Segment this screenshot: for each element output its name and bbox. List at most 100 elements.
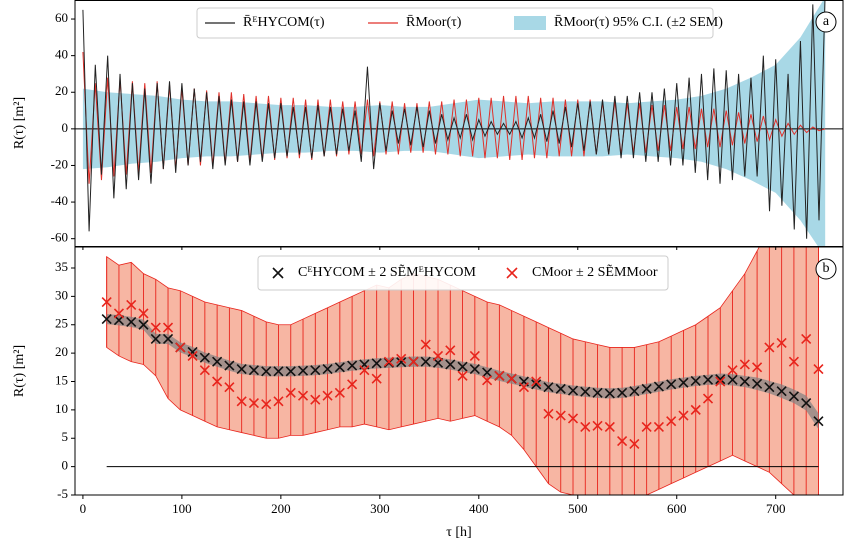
legend-swatch bbox=[514, 16, 546, 30]
y-axis-label: R(τ) [m²] bbox=[12, 97, 27, 149]
marker bbox=[617, 387, 628, 398]
axes-frame bbox=[74, 246, 844, 496]
marker bbox=[702, 393, 714, 404]
marker bbox=[310, 365, 321, 376]
marker bbox=[199, 352, 210, 363]
marker bbox=[494, 370, 505, 381]
x-axis-label: τ [h] bbox=[446, 525, 471, 540]
marker bbox=[801, 333, 812, 345]
marker bbox=[261, 399, 272, 410]
marker bbox=[518, 382, 529, 393]
y-tick-label: -60 bbox=[51, 230, 68, 245]
y-tick-label: 0 bbox=[62, 458, 69, 473]
marker bbox=[801, 397, 812, 409]
marker bbox=[273, 366, 284, 377]
y-axis-label: R(τ) [m²] bbox=[12, 345, 27, 397]
marker bbox=[555, 383, 566, 394]
x-tick-label: 600 bbox=[667, 501, 687, 516]
marker bbox=[543, 408, 554, 419]
marker bbox=[641, 421, 652, 432]
axes-overlay: -60 -40 -20 0 20 40 60 R(τ) [m²] a R̄ᴱHYCOM(τ) R̄M… bbox=[12, 0, 844, 540]
marker bbox=[629, 438, 640, 449]
marker bbox=[727, 374, 738, 385]
marker bbox=[653, 381, 664, 392]
marker bbox=[531, 379, 542, 390]
marker bbox=[285, 387, 296, 398]
marker bbox=[371, 373, 382, 384]
marker bbox=[347, 360, 358, 371]
legend-label: CMoor ± 2 SẼMMoor bbox=[532, 264, 658, 280]
marker bbox=[420, 339, 431, 350]
x-tick-label: 300 bbox=[370, 501, 390, 516]
marker bbox=[224, 360, 235, 371]
error-band bbox=[106, 313, 819, 430]
marker bbox=[126, 299, 137, 310]
marker bbox=[212, 376, 223, 387]
y-tick-label: 30 bbox=[55, 287, 68, 302]
y-tick-label: 60 bbox=[55, 10, 68, 25]
panel-label-circle bbox=[815, 258, 837, 280]
marker bbox=[126, 316, 137, 327]
y-tick-label: 25 bbox=[55, 316, 68, 331]
marker bbox=[273, 396, 284, 407]
marker bbox=[101, 296, 112, 308]
marker bbox=[592, 387, 603, 398]
marker bbox=[776, 337, 787, 348]
marker bbox=[764, 342, 775, 353]
marker bbox=[617, 436, 628, 447]
marker bbox=[482, 367, 493, 378]
marker bbox=[506, 373, 517, 384]
marker bbox=[690, 404, 701, 415]
marker bbox=[543, 382, 554, 393]
plot-area-a bbox=[75, 0, 843, 246]
y-tick-label: -20 bbox=[51, 156, 68, 171]
y-tick-label: 10 bbox=[55, 401, 68, 416]
x-tick-label: 0 bbox=[80, 501, 87, 516]
marker bbox=[113, 308, 125, 319]
panel-label: a bbox=[823, 14, 830, 29]
marker bbox=[150, 333, 161, 345]
marker bbox=[175, 342, 186, 353]
marker bbox=[629, 386, 640, 397]
marker bbox=[445, 345, 456, 356]
marker bbox=[653, 421, 664, 432]
marker bbox=[604, 388, 615, 399]
marker bbox=[199, 365, 210, 376]
marker bbox=[347, 379, 358, 390]
ci-band bbox=[82, 0, 826, 246]
x-tick-label: 400 bbox=[469, 501, 489, 516]
marker bbox=[715, 374, 726, 385]
y-tick-label: 0 bbox=[62, 120, 69, 135]
marker bbox=[187, 350, 198, 362]
marker bbox=[764, 382, 775, 393]
marker bbox=[285, 366, 296, 377]
marker bbox=[592, 420, 603, 431]
marker bbox=[162, 333, 174, 345]
panel-label-circle bbox=[815, 11, 837, 33]
y-tick-label: 15 bbox=[55, 372, 68, 387]
marker bbox=[322, 390, 333, 401]
marker bbox=[297, 365, 309, 376]
marker bbox=[702, 374, 714, 385]
x-tick-label: 500 bbox=[568, 501, 588, 516]
marker bbox=[408, 356, 419, 367]
marker bbox=[567, 385, 579, 396]
marker bbox=[678, 377, 689, 388]
marker bbox=[776, 386, 787, 397]
legend-swatch bbox=[272, 267, 284, 279]
marker bbox=[310, 394, 321, 405]
marker bbox=[604, 421, 615, 432]
y-tick-label: 5 bbox=[62, 429, 69, 444]
marker bbox=[162, 322, 174, 333]
series-line bbox=[82, 51, 826, 184]
marker bbox=[482, 375, 493, 386]
legend-box bbox=[196, 7, 714, 39]
marker bbox=[739, 376, 750, 387]
marker bbox=[187, 346, 198, 358]
marker bbox=[322, 363, 333, 375]
y-tick-label: 40 bbox=[55, 47, 68, 62]
marker bbox=[138, 308, 149, 319]
marker bbox=[248, 397, 260, 409]
marker bbox=[690, 375, 701, 386]
marker bbox=[813, 363, 824, 375]
